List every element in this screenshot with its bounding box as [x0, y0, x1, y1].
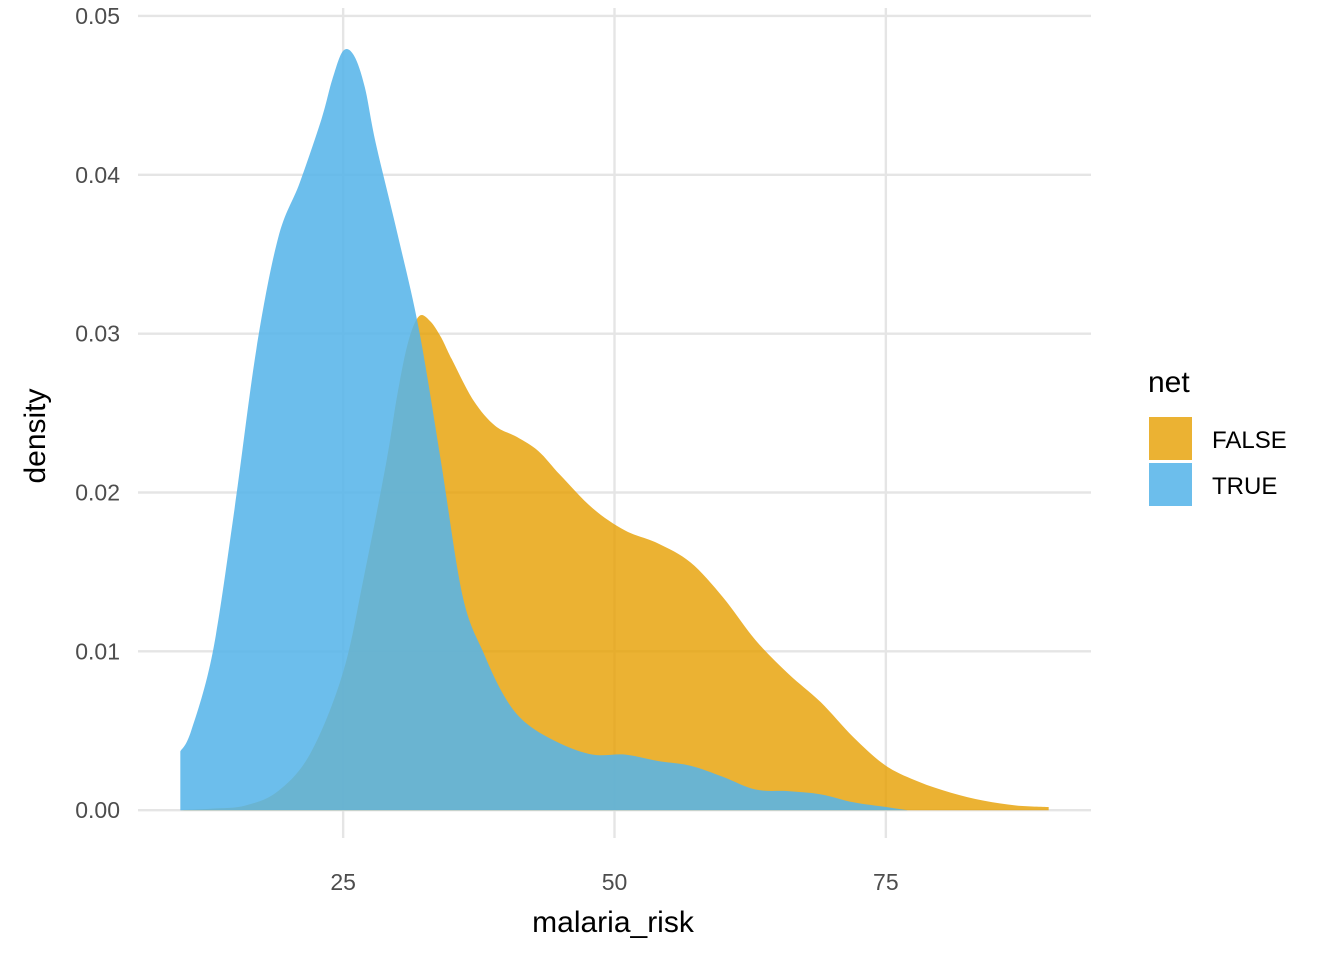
x-axis-ticks: 25 50 75	[330, 869, 898, 895]
legend-title: net	[1148, 366, 1190, 399]
legend-items: FALSE TRUE	[1149, 417, 1287, 506]
x-tick-label: 25	[330, 869, 356, 895]
y-tick-label: 0.03	[75, 321, 120, 347]
legend-label-false: FALSE	[1212, 427, 1287, 454]
legend-label-true: TRUE	[1212, 473, 1277, 500]
y-axis-ticks: 0.00 0.01 0.02 0.03 0.04 0.05	[75, 3, 120, 823]
legend-swatch-true	[1149, 463, 1192, 506]
x-tick-label: 50	[602, 869, 628, 895]
density-areas	[180, 49, 1049, 811]
y-tick-label: 0.04	[75, 162, 120, 188]
x-tick-label: 75	[873, 869, 899, 895]
y-axis-title: density	[19, 388, 52, 483]
y-tick-label: 0.00	[75, 797, 120, 823]
legend-swatch-false	[1149, 417, 1192, 460]
density-area-true	[180, 49, 908, 811]
y-tick-label: 0.05	[75, 3, 120, 29]
y-tick-label: 0.02	[75, 479, 120, 505]
x-axis-title: malaria_risk	[532, 906, 695, 939]
y-tick-label: 0.01	[75, 638, 120, 664]
legend: net FALSE TRUE	[1148, 366, 1287, 506]
